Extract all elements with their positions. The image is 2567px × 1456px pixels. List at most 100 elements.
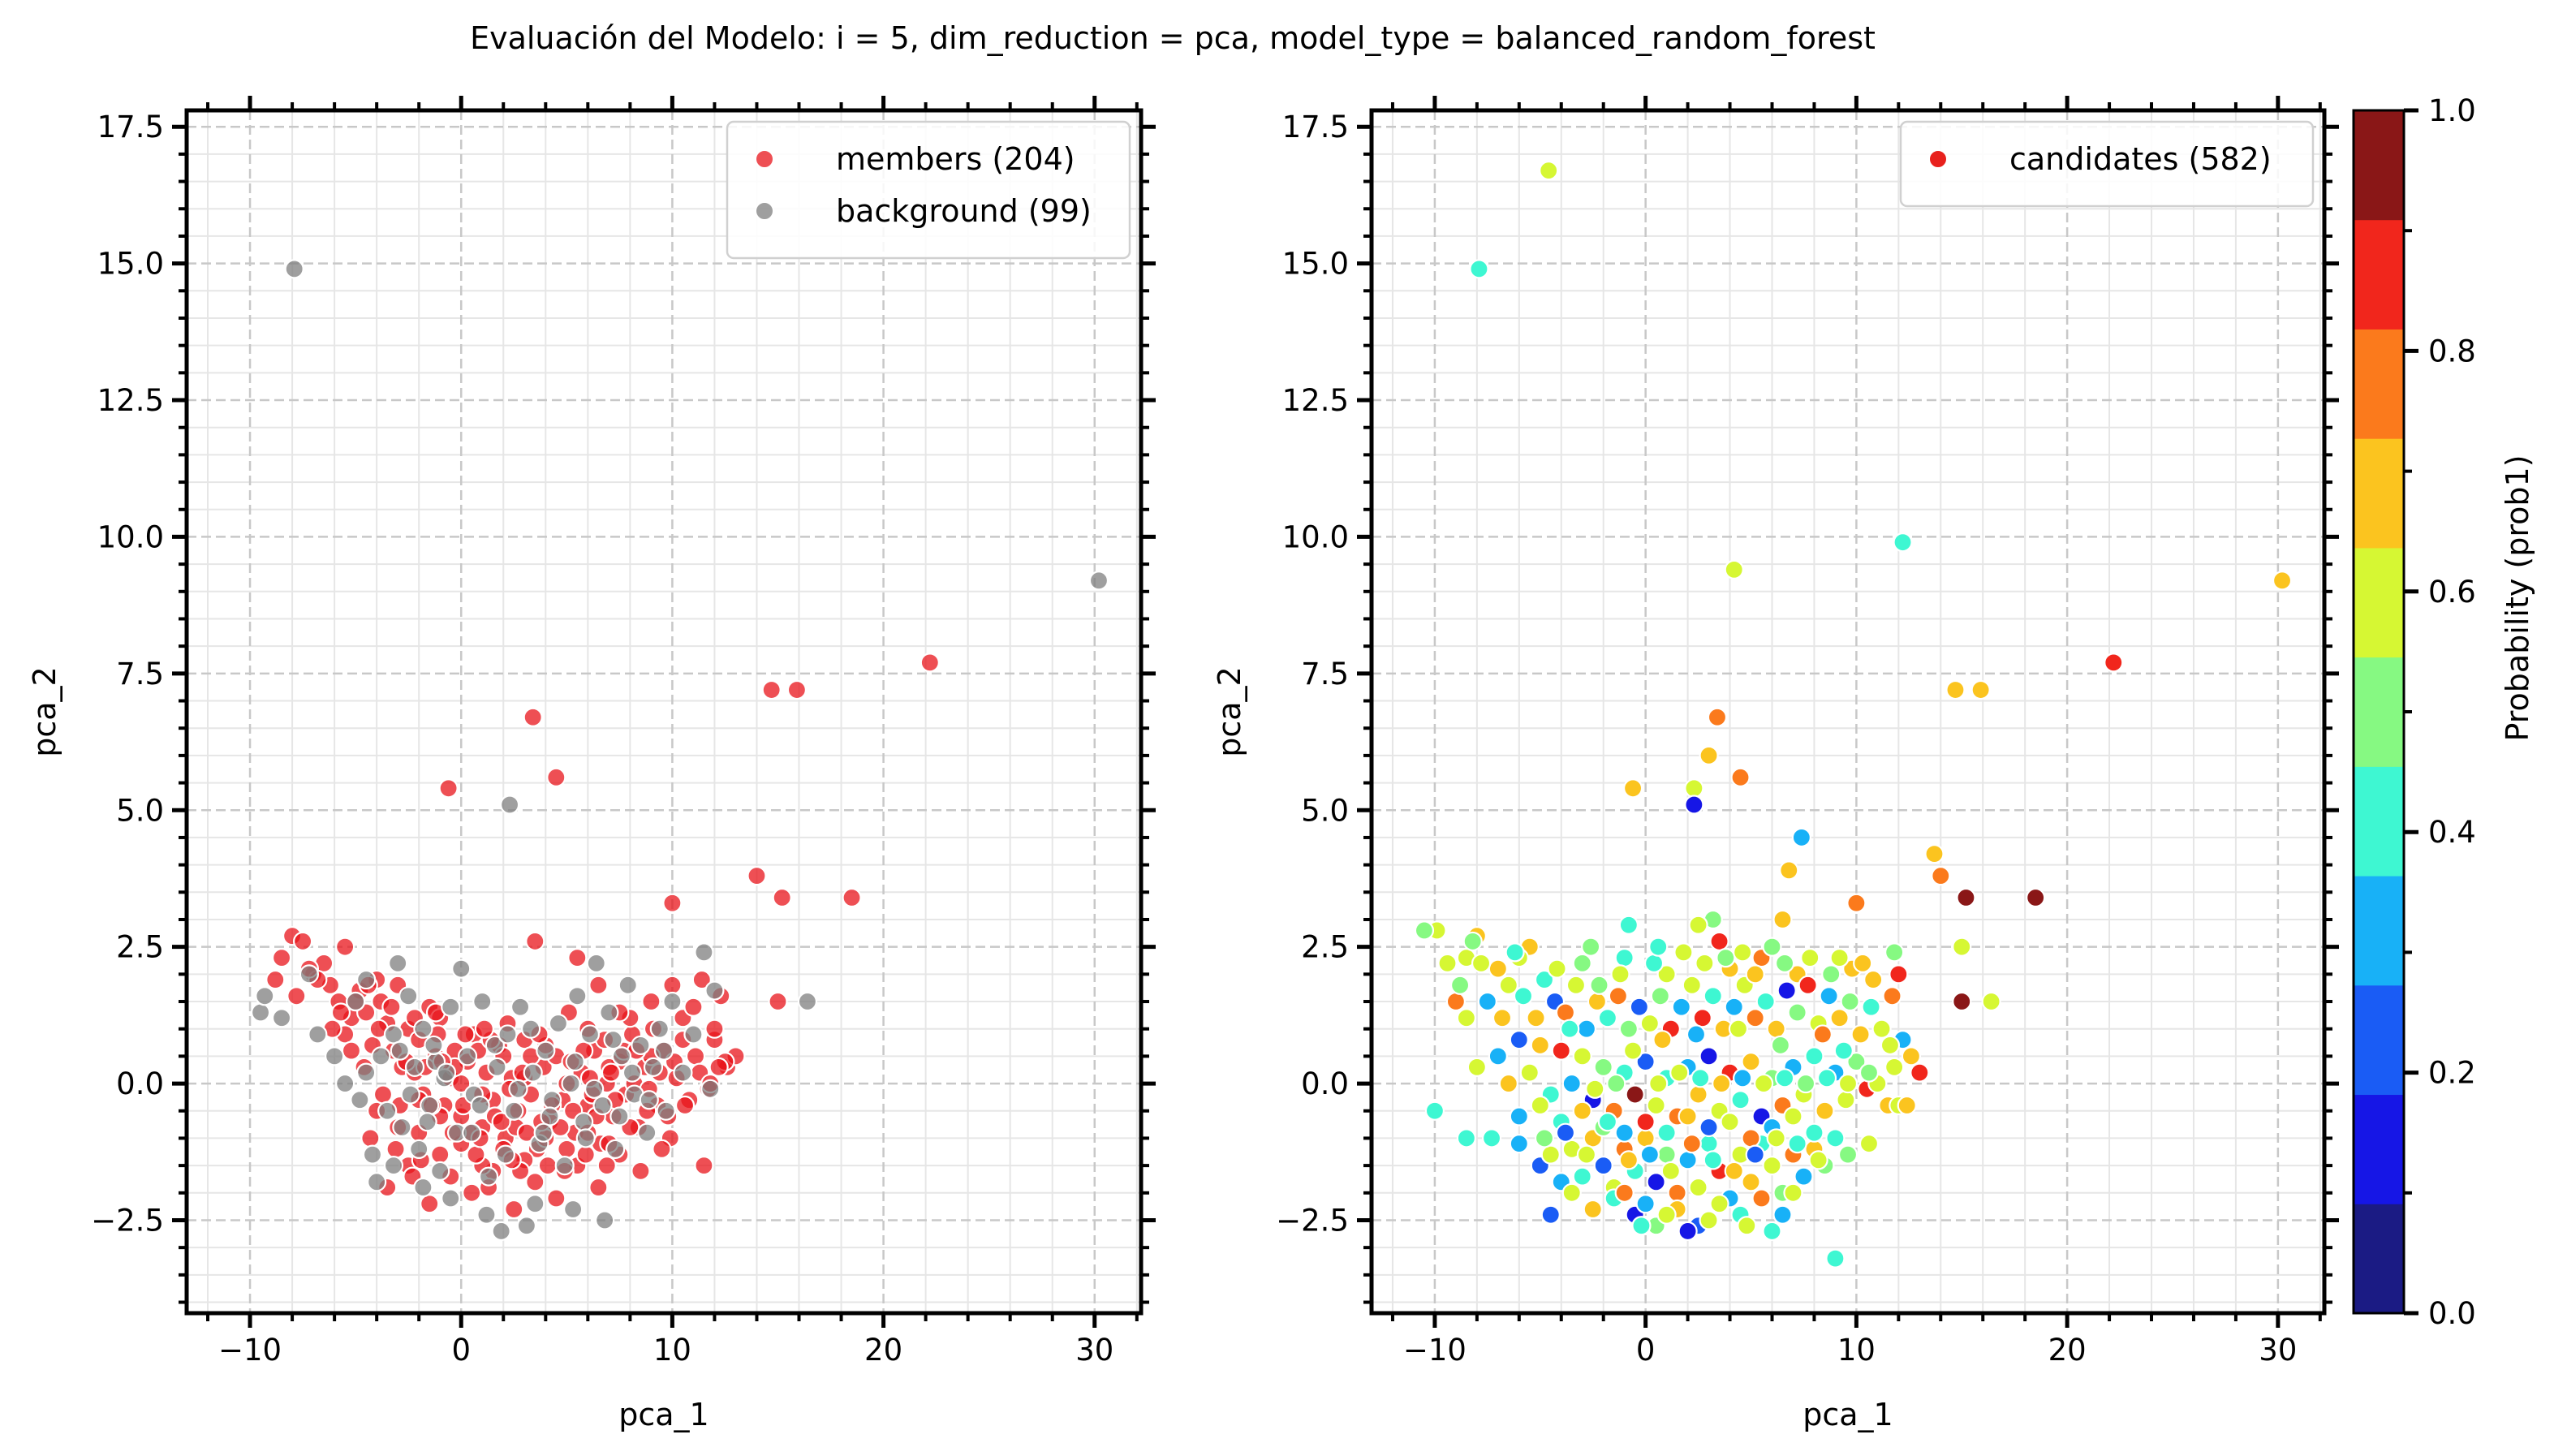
y-tick-label: 17.5 (1282, 110, 1349, 144)
scatter-point (413, 1177, 433, 1198)
scatter-point (1884, 1057, 1905, 1077)
scatter-point (462, 1182, 482, 1203)
scatter-point (1730, 767, 1751, 787)
scatter-point (388, 953, 408, 973)
y-tick-label: 15.0 (97, 247, 164, 282)
major-grid (187, 110, 1141, 1313)
scatter-point (537, 1156, 558, 1176)
minor-grid (1372, 110, 2324, 1313)
scatter-point (1791, 827, 1811, 848)
legend-marker (1928, 149, 1948, 169)
scatter-point (1471, 953, 1492, 973)
scatter-point (383, 1156, 404, 1176)
scatter-point (1816, 1068, 1837, 1088)
scatter-point (1462, 931, 1483, 952)
colorbar-bin (2354, 657, 2404, 767)
scatter-point (1648, 937, 1669, 957)
y-tick-label: −2.5 (91, 1203, 164, 1238)
x-tick-label: 30 (2259, 1333, 2297, 1368)
scatter-point (1783, 1182, 1803, 1203)
scatter-point (430, 1161, 450, 1181)
y-tick-label: 0.0 (116, 1066, 164, 1101)
scatter-point (1513, 986, 1534, 1006)
scatter-point (441, 1188, 461, 1208)
colorbar-bin (2354, 219, 2404, 330)
scatter-point (1858, 1134, 1880, 1154)
scatter-point (1631, 1216, 1652, 1236)
y-axis-label: pca_2 (27, 666, 62, 756)
colorbar-bin (2354, 984, 2404, 1096)
y-tick-label: 7.5 (1301, 657, 1349, 691)
scatter-point (584, 1079, 605, 1099)
scatter-point (1682, 1134, 1702, 1154)
scatter-point (335, 937, 355, 957)
scatter-point (1815, 1101, 1835, 1121)
scatter-point (1837, 1073, 1858, 1094)
scatter-point (265, 969, 286, 990)
scatter-point (554, 1156, 575, 1176)
scatter-point (1656, 1144, 1677, 1165)
figure-suptitle: Evaluación del Modelo: i = 5, dim_reduct… (470, 20, 1876, 56)
scatter-point (1614, 1122, 1635, 1143)
colorbar-tick-label: 0.4 (2428, 815, 2476, 850)
scatter-point (1572, 1046, 1592, 1066)
scatter-point (1821, 964, 1841, 984)
scatter-point (1766, 1019, 1786, 1039)
scatter-point (603, 1030, 623, 1050)
colorbar-tick-label: 0.2 (2428, 1056, 2476, 1091)
scatter-point (356, 969, 377, 990)
x-tick-label: 0 (451, 1333, 471, 1368)
scatter-point (1812, 1024, 1833, 1045)
scatter-point (704, 1019, 725, 1039)
scatter-point (673, 1062, 693, 1083)
scatter-point (1424, 1101, 1445, 1121)
scatter-point (575, 1144, 596, 1165)
scatter-point (1509, 1106, 1529, 1126)
scatter-point (367, 1172, 387, 1192)
scatter-point (335, 1073, 355, 1094)
scatter-point (284, 259, 304, 279)
scatter-point (1678, 1150, 1698, 1170)
scatter-point (533, 1122, 553, 1143)
scatter-point (417, 1112, 437, 1132)
y-tick-label: 7.5 (116, 657, 164, 691)
scatter-points (250, 259, 1109, 1242)
scatter-point (586, 953, 606, 973)
major-grid (1372, 110, 2324, 1313)
scatter-point (1804, 1122, 1824, 1143)
scatter-point (400, 1084, 420, 1105)
scatter-point (1477, 991, 1497, 1012)
scatter-point (1555, 1122, 1576, 1143)
scatter-point (1560, 1019, 1580, 1039)
scatter-point (373, 1084, 394, 1105)
x-tick-label: −10 (1403, 1333, 1467, 1368)
scatter-point (341, 1040, 362, 1061)
scatter-point (565, 1052, 585, 1072)
colorbar-tick-label: 1.0 (2428, 93, 2476, 128)
scatter-point (1667, 1182, 1687, 1203)
scatter-point (1709, 1194, 1729, 1214)
scatter-point (662, 991, 683, 1012)
scatter-point (1449, 975, 1471, 995)
scatter-point (1488, 958, 1508, 979)
scatter-point (1519, 1062, 1540, 1083)
scatter-point (1673, 942, 1694, 963)
scatter-point (1840, 991, 1860, 1012)
scatter-point (1880, 1035, 1901, 1056)
scatter-point (1684, 778, 1704, 799)
scatter-point (466, 1144, 486, 1165)
scatter-point (1481, 1128, 1502, 1148)
scatter-point (1745, 964, 1765, 984)
scatter-point (1597, 1112, 1618, 1132)
axes-frame (184, 108, 1144, 1316)
scatter-point (1526, 1008, 1546, 1028)
scatter-point (398, 986, 419, 1006)
scatter-point (1794, 1166, 1814, 1187)
scatter-point (499, 795, 520, 815)
scatter-point (797, 991, 818, 1012)
x-tick-label: 20 (864, 1333, 902, 1368)
scatter-point (1656, 964, 1677, 984)
scatter-point (325, 1046, 345, 1066)
scatter-point (1618, 1019, 1639, 1039)
scatter-point (1509, 1134, 1529, 1154)
